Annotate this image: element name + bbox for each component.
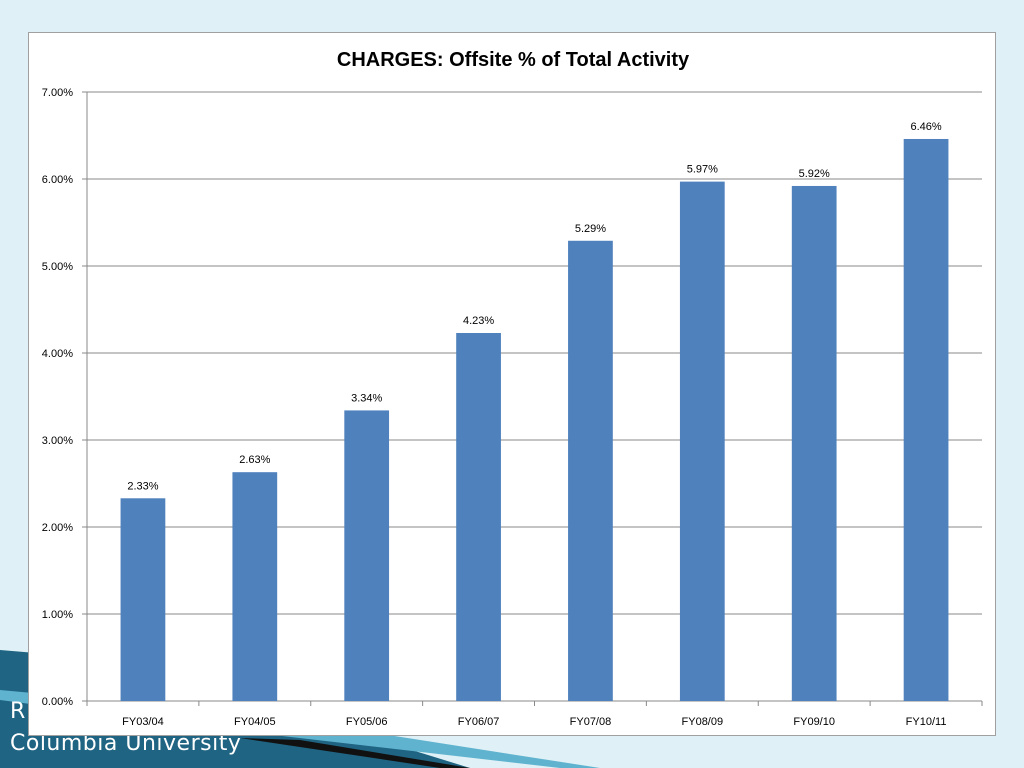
data-label: 2.33% <box>127 480 158 492</box>
data-label: 4.23% <box>463 315 494 327</box>
data-label: 5.29% <box>575 223 606 235</box>
footer-band-black <box>240 738 470 768</box>
x-tick-label: FY06/07 <box>458 716 500 728</box>
y-tick-label: 0.00% <box>42 696 73 708</box>
data-label: 3.34% <box>351 392 382 404</box>
bar <box>679 181 725 702</box>
data-label: 6.46% <box>910 121 941 133</box>
bar <box>344 410 390 701</box>
x-tick-label: FY05/06 <box>346 716 388 728</box>
bars <box>120 138 949 702</box>
chart-title: CHARGES: Offsite % of Total Activity <box>337 49 690 71</box>
bar <box>568 240 613 701</box>
x-tick-label: FY10/11 <box>906 716 947 728</box>
x-tick-label: FY04/05 <box>234 716 276 728</box>
bar <box>120 498 166 701</box>
data-label: 5.92% <box>799 168 830 180</box>
bar <box>791 185 837 701</box>
y-tick-label: 1.00% <box>42 609 73 621</box>
bar <box>232 472 278 701</box>
y-tick-label: 7.00% <box>42 87 73 99</box>
x-tick-label: FY09/10 <box>793 716 835 728</box>
y-tick-label: 2.00% <box>42 522 73 534</box>
y-tick-label: 5.00% <box>42 261 73 273</box>
x-tick-label: FY08/09 <box>682 716 724 728</box>
bar <box>903 138 949 702</box>
x-tick-label: FY07/08 <box>570 716 612 728</box>
y-tick-label: 4.00% <box>42 348 73 360</box>
footer-text-line1: R <box>10 699 26 724</box>
data-label: 2.63% <box>239 454 270 466</box>
x-axis-ticks: FY03/04 FY04/05 FY05/06 FY06/07 FY07/08 FY08/… <box>122 716 946 728</box>
gridlines <box>82 91 983 706</box>
data-label: 5.97% <box>687 164 718 176</box>
y-tick-label: 3.00% <box>42 435 73 447</box>
bar <box>456 332 501 701</box>
y-axis-ticks: 0.00% 1.00% 2.00% 3.00% 4.00% 5.00% 6.00% 7.00% <box>42 87 73 708</box>
x-tick-label: FY03/04 <box>122 716 164 728</box>
y-tick-label: 6.00% <box>42 174 73 186</box>
chart-panel: CHARGES: Offsite % of Total Activity 0.0… <box>28 32 996 736</box>
bar-chart: CHARGES: Offsite % of Total Activity 0.0… <box>42 49 983 728</box>
data-labels: 2.33% 2.63% 3.34% 4.23% 5.29% 5.97% 5.92% 6.46% <box>127 121 942 492</box>
